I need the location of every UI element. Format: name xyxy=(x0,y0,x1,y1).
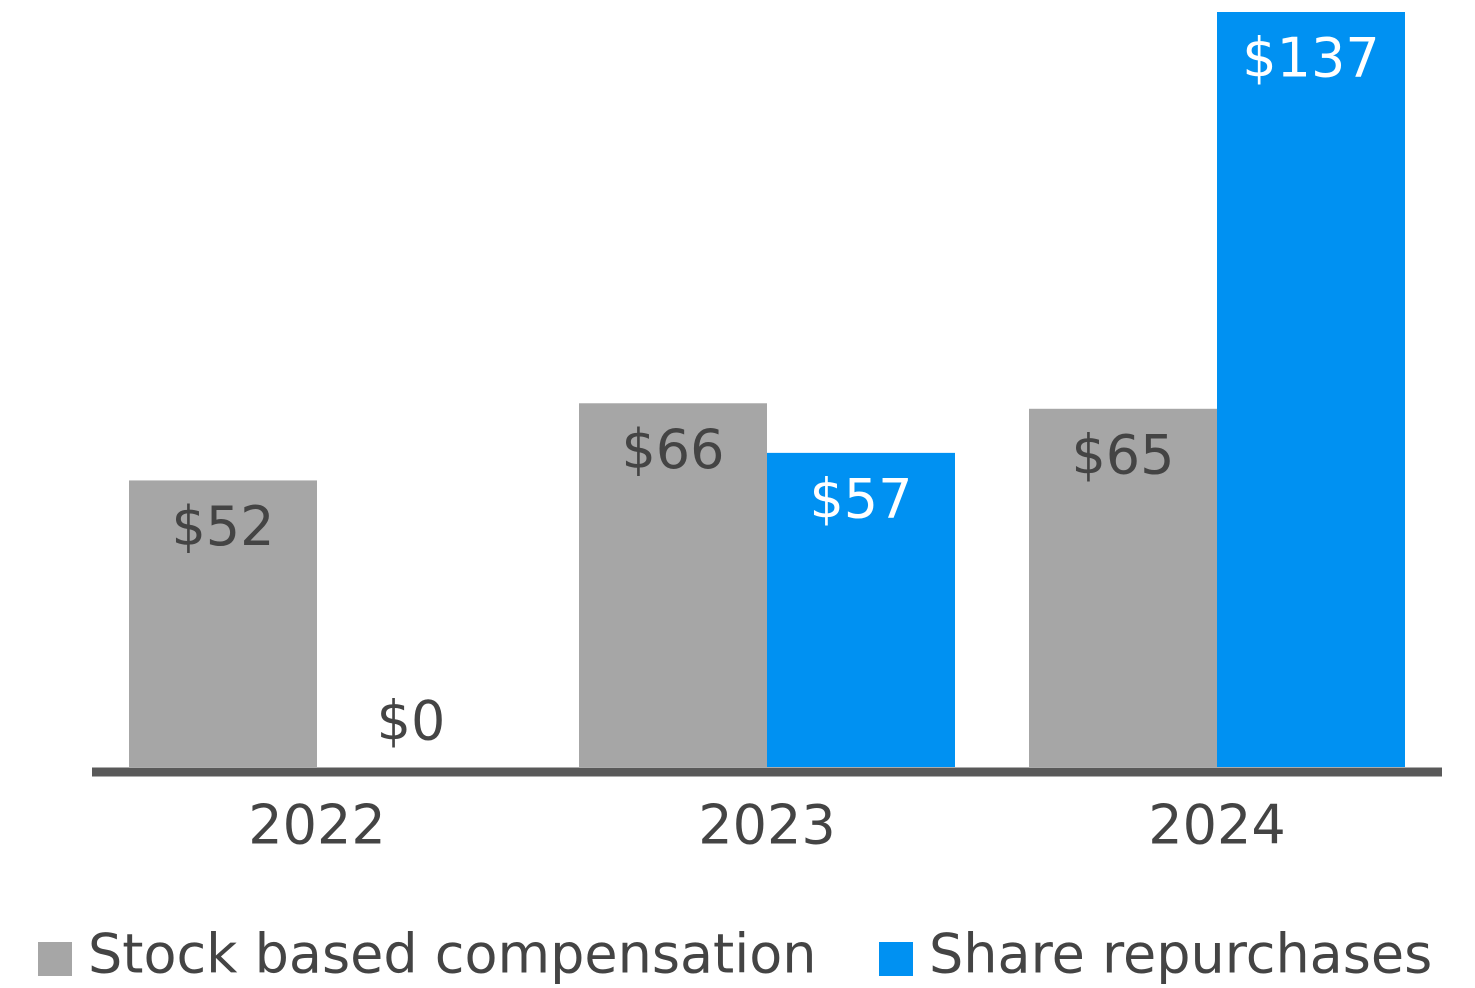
x-tick-label: 2022 xyxy=(248,794,385,857)
data-label: $0 xyxy=(377,690,446,753)
data-label: $52 xyxy=(171,495,274,558)
bar xyxy=(767,452,955,767)
bar xyxy=(129,480,317,767)
legend-label: Stock based compensation xyxy=(88,923,817,986)
data-label: $137 xyxy=(1242,27,1379,90)
legend-swatch xyxy=(38,942,72,976)
bar xyxy=(1029,408,1217,767)
bar xyxy=(579,403,767,767)
legend-swatch xyxy=(879,942,913,976)
x-tick-label: 2023 xyxy=(698,794,835,857)
data-label: $57 xyxy=(809,468,912,531)
data-label: $66 xyxy=(621,418,724,481)
bar xyxy=(1217,12,1405,767)
data-label: $65 xyxy=(1071,423,1174,486)
legend-label: Share repurchases xyxy=(929,923,1432,986)
x-tick-label: 2024 xyxy=(1148,794,1285,857)
